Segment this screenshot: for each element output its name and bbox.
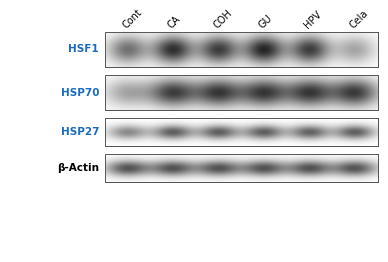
Text: HPV: HPV <box>303 9 324 30</box>
FancyBboxPatch shape <box>105 118 378 146</box>
FancyBboxPatch shape <box>105 32 378 67</box>
Text: HSP70: HSP70 <box>61 88 99 97</box>
FancyBboxPatch shape <box>105 154 378 182</box>
Text: GU: GU <box>257 13 275 30</box>
Text: Cela: Cela <box>348 8 371 30</box>
Text: COH: COH <box>212 8 234 30</box>
Text: HSF1: HSF1 <box>68 45 99 54</box>
Text: Cont: Cont <box>121 7 144 30</box>
Text: β-Actin: β-Actin <box>57 163 99 173</box>
Text: CA: CA <box>166 13 183 30</box>
FancyBboxPatch shape <box>105 75 378 110</box>
Text: HSP27: HSP27 <box>61 127 99 137</box>
